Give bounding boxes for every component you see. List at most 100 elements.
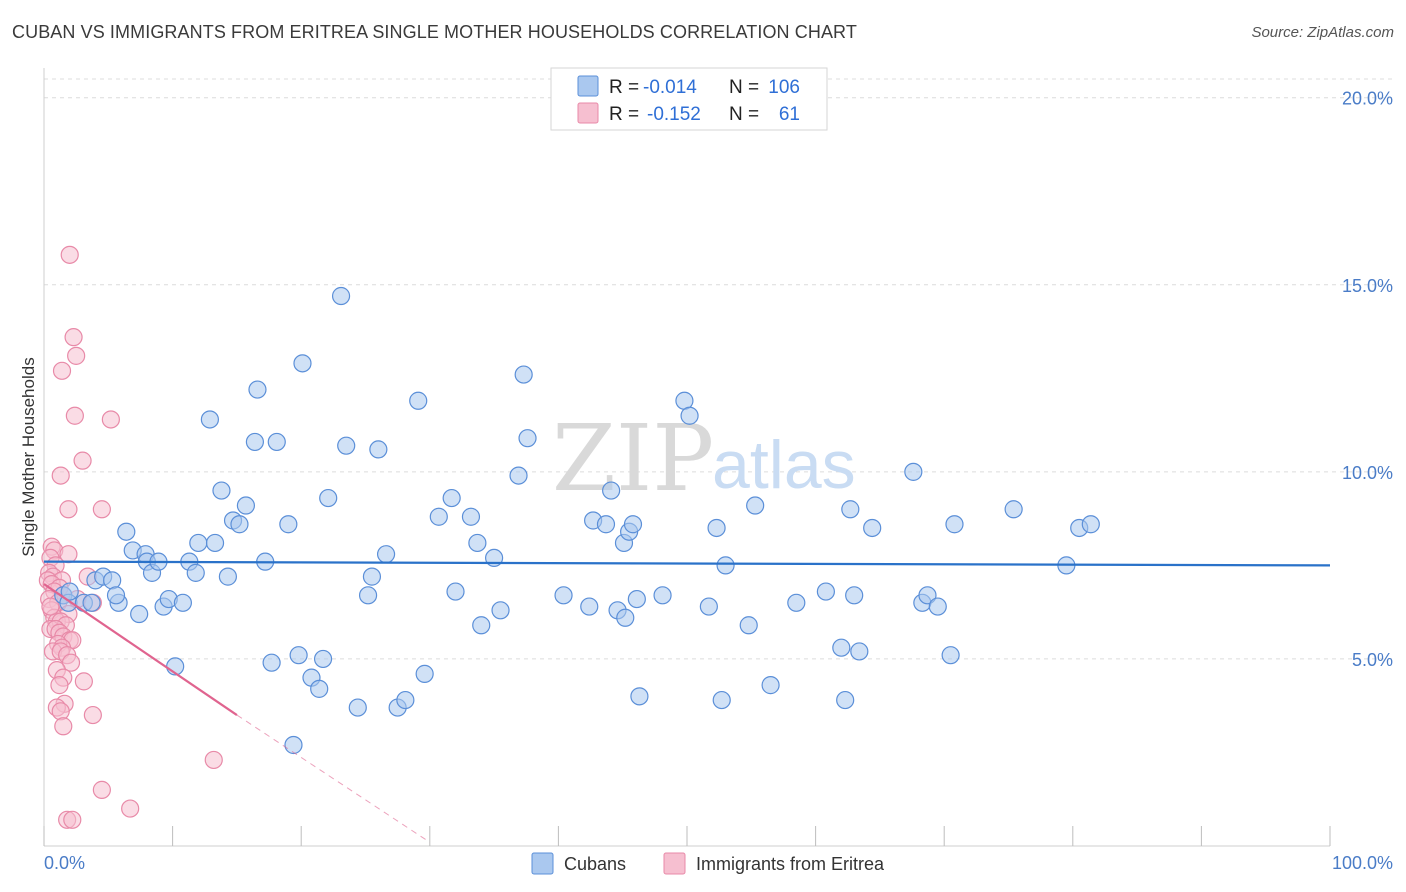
cubans-point-59 (468, 533, 487, 553)
legend-swatch-cubans (577, 75, 599, 97)
legend-n-label-eritrea: N = (729, 104, 759, 125)
eritrea-point-57 (121, 799, 140, 818)
cubans-point-8 (106, 586, 126, 605)
cubans-point-58 (461, 507, 481, 526)
eritrea-point-8 (59, 500, 78, 519)
eritrea-trend-extension (236, 714, 431, 843)
source-label: Source: ZipAtlas.com (1251, 24, 1394, 41)
grid-lines (44, 78, 1393, 660)
cubans-point-36 (279, 515, 298, 534)
cubans-point-25 (205, 533, 225, 553)
eritrea-points (38, 245, 223, 829)
cubans-point-45 (337, 436, 356, 455)
cubans-point-93 (863, 518, 882, 538)
cubans-points (54, 286, 1100, 755)
cubans-point-53 (409, 391, 428, 410)
cubans-point-47 (358, 586, 378, 605)
eritrea-point-55 (204, 750, 223, 770)
y-tick-label-10: 10.0% (1342, 463, 1393, 483)
legend-r-label-cubans: R = (609, 77, 639, 98)
watermark: ZIP atlas (552, 405, 856, 512)
cubans-point-32 (248, 380, 267, 399)
eritrea-point-4 (65, 406, 84, 425)
cubans-point-63 (509, 466, 528, 485)
eritrea-point-54 (54, 717, 73, 736)
cubans-point-9 (82, 593, 101, 612)
legend-r-label-eritrea: R = (609, 104, 639, 125)
cubans-point-50 (376, 545, 396, 564)
cubans-point-52 (396, 690, 415, 710)
cubans-point-30 (236, 496, 256, 515)
cubans-point-22 (186, 563, 205, 582)
cubans-point-27 (218, 567, 237, 586)
y-axis-label: Single Mother Households (19, 357, 38, 556)
legend-r-value-eritrea: -0.152 (647, 104, 701, 125)
cubans-point-38 (289, 646, 308, 665)
cubans-point-99 (945, 515, 964, 534)
cubans-point-70 (602, 481, 621, 500)
legend-n-label-cubans: N = (729, 77, 759, 98)
cubans-point-31 (245, 432, 265, 452)
cubans-point-44 (331, 286, 351, 306)
cubans-point-2 (60, 582, 79, 601)
cubans-point-79 (699, 597, 718, 616)
eritrea-point-1 (64, 328, 83, 347)
eritrea-point-0 (60, 245, 79, 264)
cubans-point-75 (630, 687, 649, 706)
cubans-point-34 (262, 653, 281, 672)
cubans-point-64 (514, 365, 533, 384)
cubans-point-37 (284, 735, 303, 755)
cubans-point-98 (941, 646, 960, 665)
cubans-point-41 (310, 679, 329, 698)
watermark-atlas: atlas (712, 427, 856, 503)
cubans-point-62 (491, 601, 510, 620)
x-tick-label-left: 0.0% (44, 853, 85, 873)
legend-n-value-eritrea: 61 (779, 104, 800, 125)
eritrea-point-59 (63, 810, 82, 829)
cubans-point-103 (1081, 515, 1100, 534)
eritrea-point-52 (51, 702, 70, 721)
y-tick-label-15: 15.0% (1342, 276, 1393, 296)
legend-r-value-cubans: -0.014 (643, 77, 697, 98)
cubans-point-104 (623, 515, 643, 534)
cubans-point-100 (1004, 500, 1023, 519)
axes (43, 68, 1331, 847)
eritrea-trend-line (43, 583, 238, 716)
cubans-point-43 (319, 488, 338, 508)
bottom-legend-label-eritrea: Immigrants from Eritrea (696, 854, 885, 874)
cubans-point-68 (580, 597, 599, 616)
cubans-point-60 (472, 616, 491, 635)
cubans-point-74 (627, 589, 646, 609)
eritrea-point-56 (92, 780, 111, 799)
cubans-point-90 (841, 500, 860, 519)
cubans-point-54 (415, 664, 434, 683)
cubans-point-86 (787, 593, 806, 612)
cubans-point-76 (653, 586, 672, 605)
cubans-point-69 (596, 515, 616, 534)
chart-title: CUBAN VS IMMIGRANTS FROM ERITREA SINGLE … (12, 22, 857, 42)
cubans-point-96 (918, 586, 937, 605)
eritrea-point-45 (61, 653, 81, 672)
y-tick-label-5: 5.0% (1352, 650, 1393, 670)
cubans-point-26 (212, 481, 231, 500)
legend-swatch-eritrea (577, 102, 599, 124)
cubans-point-66 (554, 586, 573, 605)
cubans-point-23 (189, 533, 208, 553)
cubans-point-87 (816, 582, 835, 601)
cubans-point-94 (904, 462, 923, 481)
y-tick-label-20: 20.0% (1342, 89, 1393, 109)
cubans-point-57 (446, 582, 465, 601)
correlation-legend: R = -0.014 N = 106 R = -0.152 N = 61 (550, 67, 828, 131)
cubans-point-65 (518, 429, 537, 448)
cubans-point-55 (429, 507, 448, 526)
y-tick-labels: 5.0% 10.0% 15.0% 20.0% (1342, 89, 1393, 670)
x-tick-label-right: 100.0% (1332, 853, 1393, 873)
cubans-point-12 (130, 604, 149, 624)
eritrea-point-6 (73, 451, 92, 470)
eritrea-point-49 (50, 676, 69, 695)
legend-n-value-cubans: 106 (768, 77, 800, 98)
cubans-point-29 (230, 515, 249, 534)
cubans-point-81 (712, 690, 731, 710)
cubans-trend-line (43, 560, 1331, 567)
